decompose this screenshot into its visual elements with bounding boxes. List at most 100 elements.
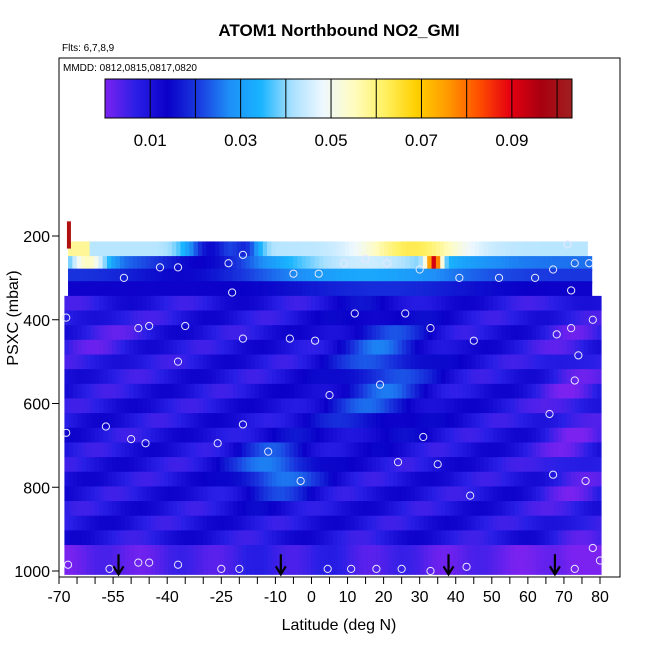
curtain-cell — [120, 339, 126, 356]
curtain-cell — [410, 559, 416, 575]
curtain-cell — [410, 545, 416, 561]
curtain-cell — [419, 295, 425, 312]
curtain-cell — [285, 515, 290, 531]
curtain-cell — [64, 559, 70, 575]
observation-point — [224, 259, 233, 268]
observation-point — [552, 330, 561, 339]
curtain-cell — [150, 241, 156, 257]
curtain-cell — [146, 515, 152, 531]
curtain-cell — [310, 241, 316, 257]
curtain-cell — [90, 545, 96, 561]
curtain-cell — [393, 501, 399, 517]
curtain-cell — [220, 310, 226, 326]
curtain-cell — [367, 295, 373, 312]
curtain-cell — [125, 325, 130, 341]
observation-point — [339, 259, 349, 268]
curtain-cell — [535, 281, 541, 297]
curtain-cell — [202, 530, 208, 546]
curtain-cell — [549, 427, 554, 443]
curtain-cell — [154, 268, 160, 284]
observation-point — [494, 273, 504, 282]
curtain-cell — [224, 457, 230, 473]
curtain-cell — [414, 501, 420, 517]
curtain-cell — [531, 545, 537, 561]
curtain-cell — [103, 442, 109, 458]
curtain-cell — [449, 398, 455, 414]
curtain-cell — [306, 501, 312, 517]
curtain-cell — [228, 241, 233, 257]
curtain-cell — [142, 339, 148, 356]
curtain-cell — [436, 501, 442, 517]
curtain-cell — [410, 295, 416, 312]
curtain-cell — [583, 268, 588, 284]
curtain-cell — [220, 486, 226, 502]
curtain-cell — [570, 398, 576, 414]
curtain-cell — [237, 471, 243, 487]
curtain-cell — [64, 457, 70, 473]
curtain-cell — [510, 501, 516, 517]
curtain-cell — [350, 427, 355, 443]
curtain-cell — [176, 457, 182, 473]
curtain-cell — [258, 256, 264, 272]
curtain-cell — [215, 413, 221, 429]
curtain-cell — [215, 256, 220, 272]
curtain-cell — [181, 295, 187, 312]
curtain-cell — [570, 339, 576, 356]
curtain-cell — [81, 354, 87, 370]
curtain-cell — [536, 530, 541, 546]
curtain-cell — [237, 354, 243, 370]
observation-point — [383, 259, 392, 268]
curtain-cell — [518, 241, 523, 257]
curtain-cell — [505, 545, 511, 561]
curtain-cell — [159, 339, 165, 356]
curtain-cell — [315, 325, 321, 341]
curtain-cell — [102, 268, 108, 284]
curtain-cell — [358, 457, 364, 473]
observation-point — [119, 273, 129, 282]
curtain-cell — [241, 427, 247, 443]
curtain-cell — [449, 325, 455, 341]
curtain-cell — [324, 354, 329, 370]
curtain-cell — [401, 427, 407, 443]
chart-title: ATOM1 Northbound NO2_GMI — [218, 21, 459, 40]
curtain-cell — [479, 515, 485, 531]
curtain-cell — [566, 442, 572, 458]
curtain-cell — [293, 295, 299, 312]
curtain-cell — [440, 325, 446, 341]
x-tick-label: 40 — [447, 589, 465, 606]
curtain-cell — [514, 325, 520, 341]
curtain-cell — [129, 398, 135, 414]
curtain-cell — [81, 369, 87, 385]
curtain-cell — [181, 310, 187, 326]
curtain-cell — [380, 398, 386, 414]
curtain-cell — [168, 398, 174, 414]
curtain-cell — [112, 398, 117, 414]
curtain-cell — [449, 427, 455, 443]
curtain-cell — [527, 486, 533, 502]
curtain-cell — [588, 383, 593, 399]
curtain-cell — [414, 427, 420, 443]
curtain-cell — [298, 427, 303, 443]
curtain-cell — [332, 325, 338, 341]
curtain-cell — [449, 515, 455, 531]
curtain-cell — [458, 369, 464, 385]
curtain-cell — [492, 442, 498, 458]
curtain-cell — [419, 369, 425, 385]
curtain-cell — [125, 383, 130, 399]
observation-point — [361, 254, 370, 264]
curtain-cell — [505, 457, 511, 473]
curtain-cell — [155, 486, 161, 502]
curtain-cell — [116, 295, 122, 312]
curtain-cell — [125, 339, 130, 356]
curtain-cell — [77, 383, 83, 399]
curtain-cell — [471, 383, 477, 399]
curtain-cell — [211, 310, 217, 326]
observation-point — [466, 491, 475, 500]
curtain-cell — [397, 559, 403, 575]
curtain-cell — [553, 545, 559, 561]
curtain-cell — [137, 442, 143, 458]
curtain-cell — [280, 559, 286, 575]
curtain-cell — [163, 471, 169, 487]
curtain-cell — [458, 339, 464, 356]
curtain-cell — [189, 398, 195, 414]
